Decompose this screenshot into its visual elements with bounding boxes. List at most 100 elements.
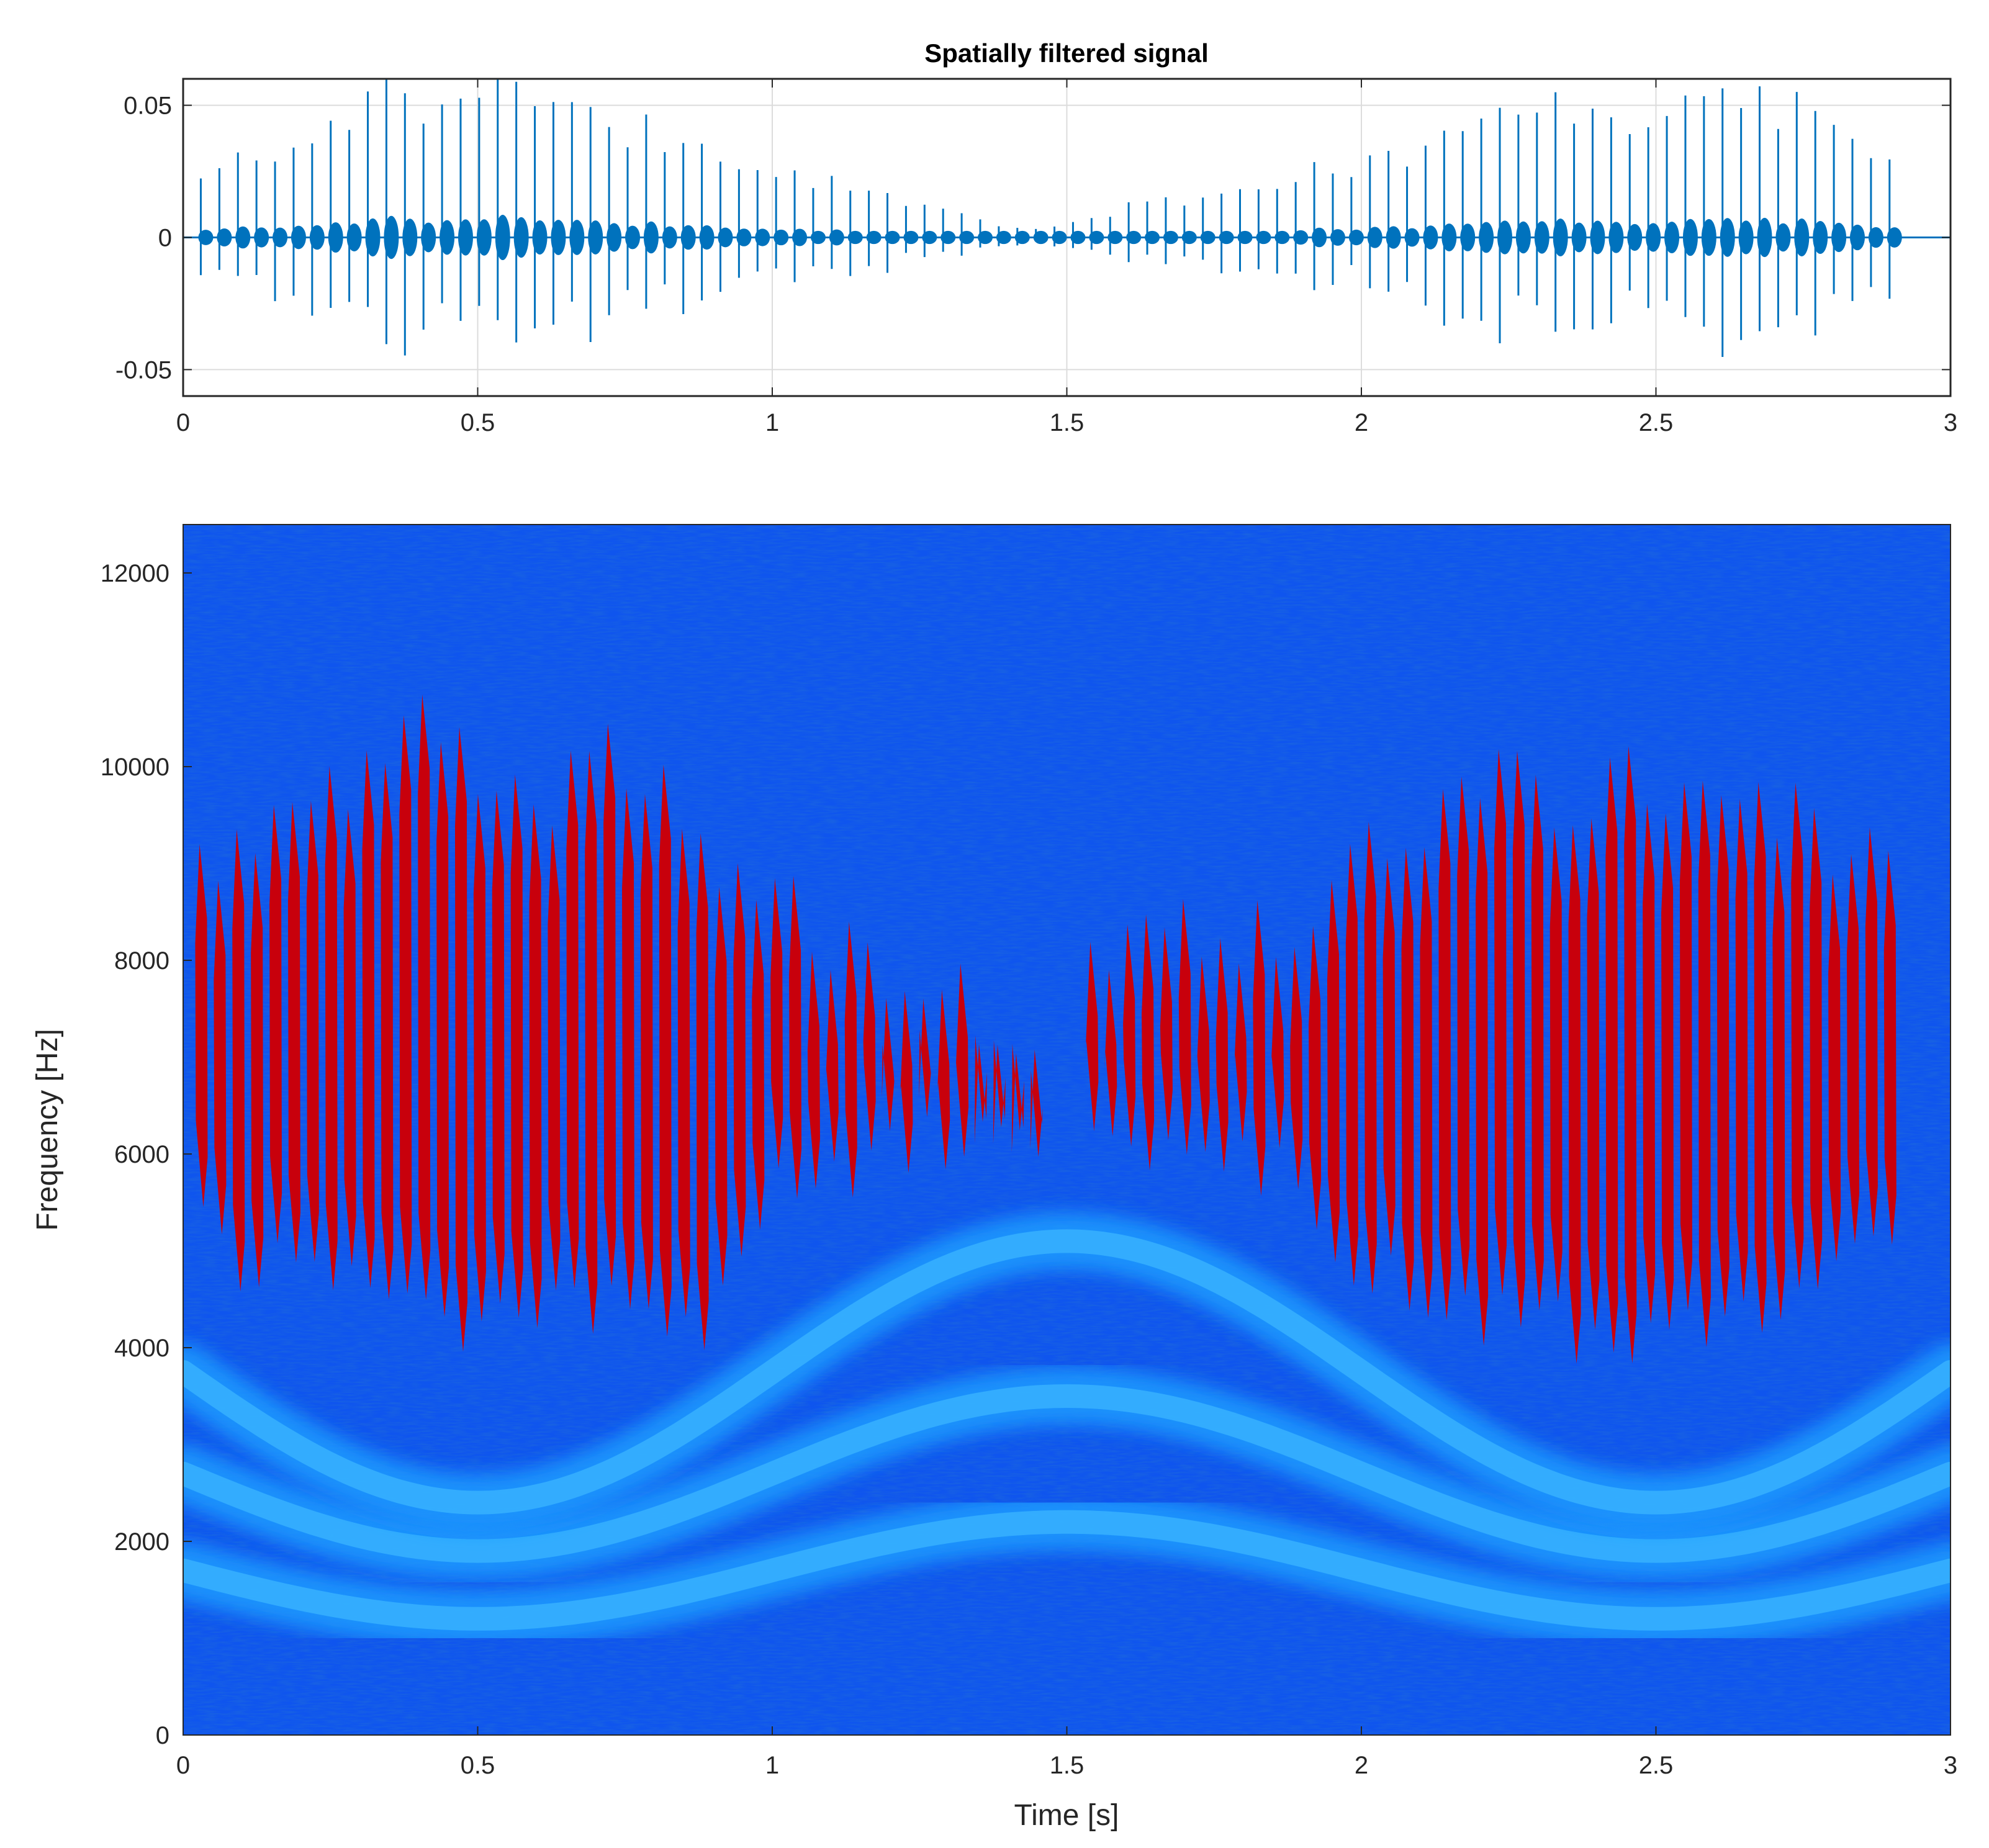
signal-pulse-body [402, 219, 418, 256]
signal-pulse-body [1237, 230, 1253, 245]
signal-pulse-body [755, 228, 770, 246]
signal-pulse-body [977, 230, 993, 245]
click-burst [622, 788, 635, 1310]
click-burst [1382, 858, 1396, 1256]
signal-pulse-body [1367, 227, 1382, 248]
signal-pulse-body [662, 226, 677, 249]
signal-pulse-body [569, 220, 585, 255]
signal-pulse-body [1089, 230, 1104, 245]
signal-pulse-body [198, 230, 214, 245]
signal-pulse-body [1534, 221, 1549, 254]
signal-pulse-body [365, 218, 381, 257]
signal-pulse-body [1849, 224, 1865, 251]
signal-chart: 0 0.5 1 1.5 2 2.5 30.050-0.05 Spatially filter… [115, 38, 1957, 436]
spectrogram-harmonics [183, 1212, 1951, 1647]
signal-pulse-body [1386, 226, 1401, 249]
harmonic-line [183, 1384, 1951, 1563]
signal-pulse-body [309, 225, 325, 250]
click-burst [677, 828, 690, 1317]
signal-x-tick-label: 2.5 [1639, 409, 1674, 436]
click-burst [1754, 782, 1767, 1333]
signal-pulse-body [235, 226, 251, 249]
click-burst [1883, 850, 1897, 1245]
click-burst [1643, 803, 1656, 1323]
signal-pulse-body [1330, 229, 1345, 246]
signal-pulse-body [810, 230, 826, 245]
click-burst [232, 829, 245, 1292]
signal-pulse-body [699, 225, 715, 250]
spectrogram-y-tick-label: 8000 [114, 947, 169, 975]
signal-pulse-body [1107, 230, 1123, 245]
click-burst [937, 989, 950, 1170]
spectrogram-x-tick-label: 0 [176, 1752, 190, 1779]
signal-pulse-body [1404, 228, 1420, 247]
click-burst [1661, 813, 1674, 1330]
click-burst [585, 750, 598, 1334]
signal-pulse-body [458, 219, 473, 256]
click-burst [882, 998, 895, 1132]
click-burst [1679, 782, 1692, 1311]
click-burst [1401, 847, 1414, 1311]
click-burst [1512, 750, 1525, 1328]
click-burst [1253, 900, 1266, 1196]
click-burst [1735, 799, 1748, 1302]
signal-pulse-body [1794, 219, 1810, 256]
signal-pulse-body [384, 215, 399, 259]
signal-pulse-body [513, 217, 529, 258]
spectrogram-y-tick-label: 12000 [101, 560, 169, 587]
signal-pulse-body [680, 225, 696, 250]
signal-pulse-body [1608, 222, 1624, 253]
click-burst [214, 880, 227, 1235]
spectrogram-y-tick-label: 6000 [114, 1141, 169, 1168]
signal-pulse-body [1701, 219, 1716, 256]
click-burst [1030, 1049, 1043, 1157]
click-burst [715, 886, 728, 1286]
spectrogram-y-tick-label: 10000 [101, 754, 169, 781]
signal-pulse-body [1163, 230, 1178, 245]
click-burst [752, 899, 765, 1230]
click-burst [770, 878, 783, 1169]
signal-x-tick-label: 1 [765, 409, 779, 436]
click-burst [603, 723, 616, 1286]
click-burst [1364, 821, 1377, 1294]
click-burst [1438, 788, 1451, 1320]
signal-pulse-body [1664, 222, 1680, 253]
spectrogram-x-tick-label: 3 [1944, 1752, 1957, 1779]
signal-pulse-body [829, 229, 844, 246]
signal-pulse-body [1033, 230, 1049, 245]
click-burst [1587, 818, 1600, 1330]
signal-x-tick-label: 2 [1355, 409, 1368, 436]
signal-pulse-body [273, 227, 288, 248]
signal-pulse-body [885, 230, 900, 245]
signal-pulse-body [1145, 230, 1160, 245]
click-burst [659, 764, 672, 1336]
signal-pulse-body [588, 220, 603, 255]
signal-pulse-body [1553, 219, 1568, 256]
signal-y-tick-label: -0.05 [115, 356, 172, 384]
signal-pulse-body [1293, 230, 1309, 245]
click-burst [1160, 927, 1173, 1140]
signal-pulse-body [1200, 230, 1216, 245]
signal-pulse-body [551, 220, 566, 255]
signal-pulse-body [1181, 230, 1197, 245]
signal-pulse-body [532, 220, 548, 255]
harmonic-line [183, 1229, 1951, 1515]
signal-pulse-body [774, 229, 789, 246]
signal-pulse-body [792, 228, 808, 246]
signal-pulse-body [1126, 230, 1142, 245]
signal-pulse-body [1868, 227, 1883, 248]
click-burst [362, 750, 375, 1289]
click-burst [863, 942, 876, 1151]
signal-pulse-body [625, 225, 641, 250]
signal-pulse-body [1738, 220, 1754, 255]
harmonic-line [183, 1510, 1951, 1631]
click-burst [251, 853, 264, 1287]
click-burst [640, 793, 653, 1309]
spectrogram-x-tick-label: 0.5 [461, 1752, 495, 1779]
click-burst [1716, 795, 1730, 1317]
signal-pulse-body [1515, 221, 1531, 254]
signal-y-tick-label: 0.05 [124, 92, 172, 120]
signal-ticks: 0 0.5 1 1.5 2 2.5 30.050-0.05 [115, 79, 1957, 436]
click-burst [1011, 1043, 1024, 1153]
